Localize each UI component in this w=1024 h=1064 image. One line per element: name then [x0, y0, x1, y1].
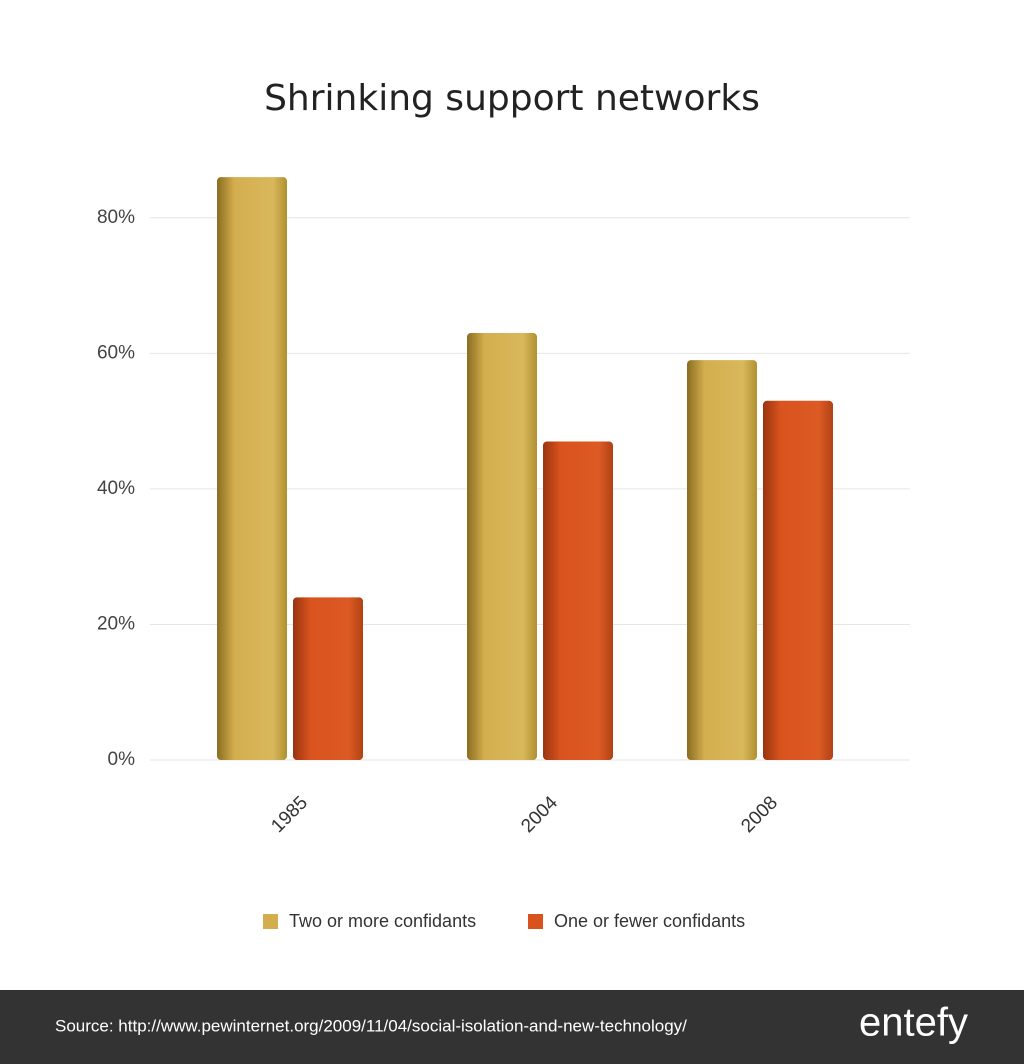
footer-bar: [0, 990, 1024, 1064]
chart-title: Shrinking support networks: [264, 78, 760, 119]
y-tick-label: 20%: [97, 613, 135, 634]
brand-logo: entefy: [859, 1001, 968, 1045]
legend-label: Two or more confidants: [289, 911, 476, 931]
bar: [543, 441, 613, 760]
bar: [217, 177, 287, 761]
x-tick-label: 2008: [737, 792, 782, 837]
x-tick-label: 2004: [517, 792, 562, 837]
legend-label: One or fewer confidants: [554, 911, 745, 931]
legend-swatch: [263, 914, 278, 929]
bar: [763, 400, 833, 760]
source-text: Source: http://www.pewinternet.org/2009/…: [55, 1016, 687, 1035]
y-tick-label: 40%: [97, 478, 135, 499]
bar: [687, 360, 757, 760]
x-tick-label: 1985: [267, 792, 312, 837]
bar: [293, 597, 363, 760]
y-tick-label: 60%: [97, 342, 135, 363]
y-tick-label: 80%: [97, 207, 135, 228]
bar: [467, 333, 537, 760]
legend-swatch: [528, 914, 543, 929]
y-tick-label: 0%: [108, 749, 136, 770]
